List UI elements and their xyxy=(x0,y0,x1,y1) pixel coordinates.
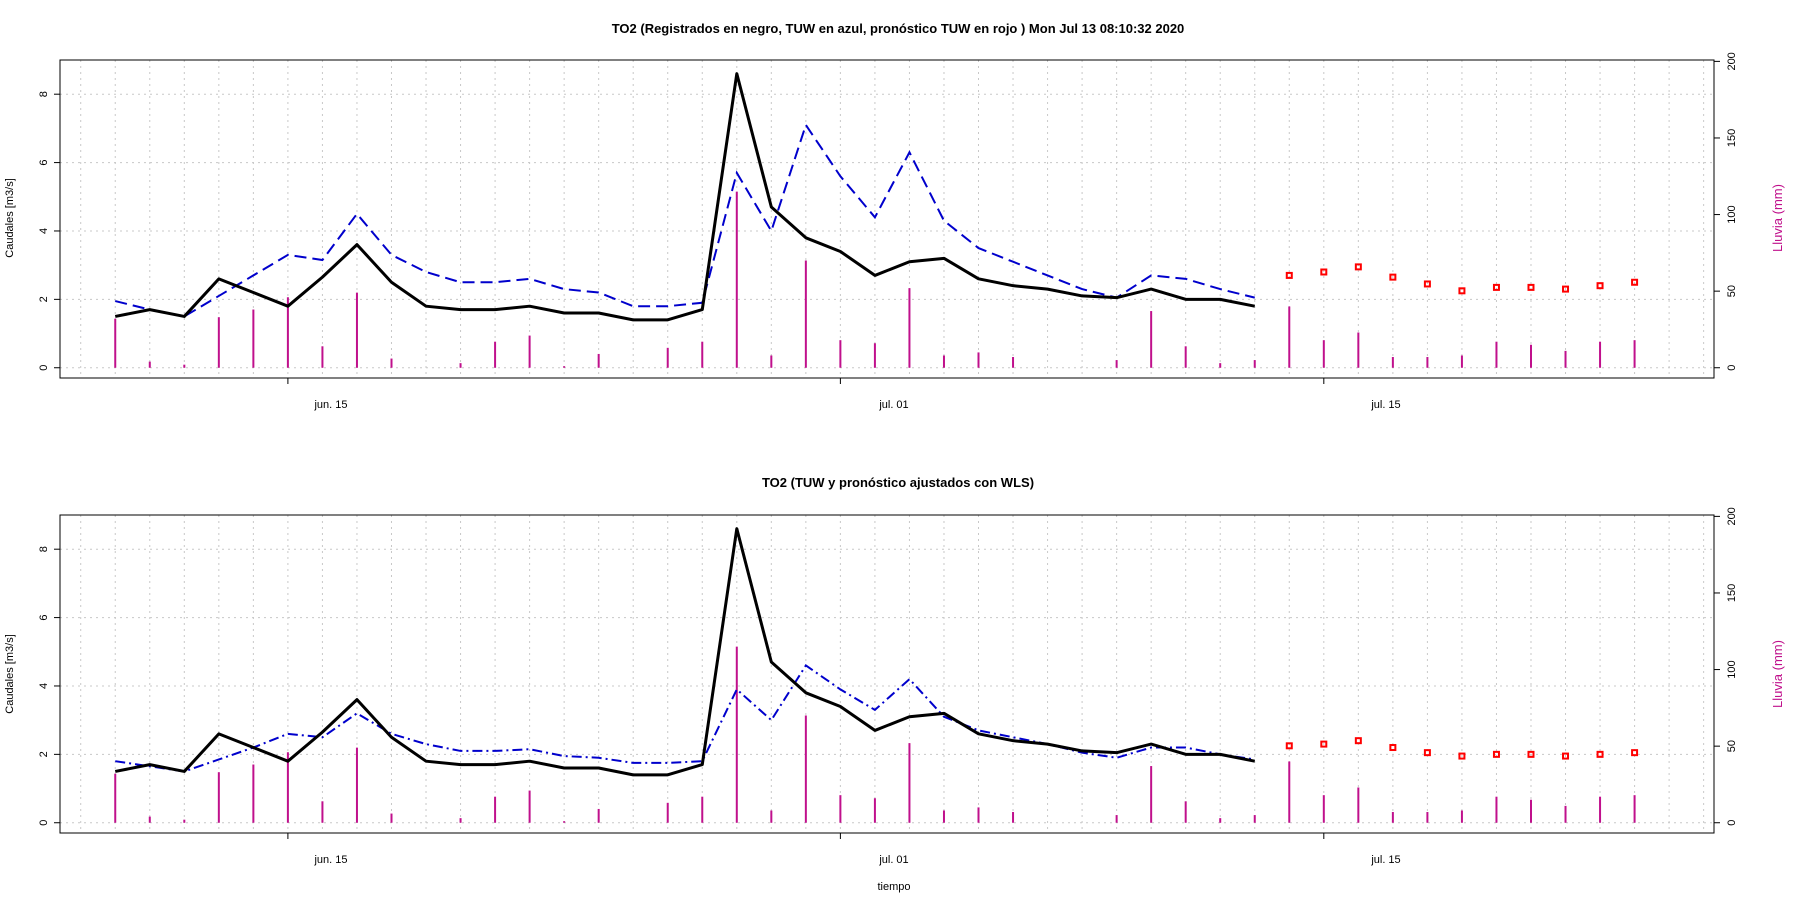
bottom-right-axis-label: Lluvia (mm) xyxy=(1770,640,1785,708)
bottom-chart-title: TO2 (TUW y pronóstico ajustados con WLS) xyxy=(762,475,1034,490)
top-x-tick-label: jul. 15 xyxy=(1370,399,1400,411)
y2-tick-label: 150 xyxy=(1726,584,1738,602)
forecast-point xyxy=(1527,283,1535,291)
y-tick-label: 0 xyxy=(38,365,50,371)
y2-tick-label: 200 xyxy=(1726,507,1738,525)
y2-tick-label: 200 xyxy=(1726,52,1738,70)
observed-series-line xyxy=(114,527,1256,777)
y-tick-label: 6 xyxy=(38,160,50,166)
y2-tick-label: 100 xyxy=(1726,660,1738,678)
forecast-point xyxy=(1458,287,1466,295)
bottom-chart-panel: TO2 (TUW y pronóstico ajustados con WLS)… xyxy=(4,475,1785,893)
bottom-x-tick-label: jul. 01 xyxy=(878,854,908,866)
simulated-series-line xyxy=(115,122,1255,318)
forecast-point xyxy=(1562,285,1570,293)
top-right-axis-label: Lluvia (mm) xyxy=(1770,184,1785,252)
y-tick-label: 2 xyxy=(38,296,50,302)
top-chart-title: TO2 (Registrados en negro, TUW en azul, … xyxy=(612,21,1185,36)
y-tick-label: 8 xyxy=(38,91,50,97)
y-tick-label: 8 xyxy=(38,546,50,552)
forecast-point xyxy=(1492,750,1500,758)
forecast-point xyxy=(1562,752,1570,760)
forecast-point xyxy=(1320,268,1328,276)
forecast-point xyxy=(1389,744,1397,752)
y-tick-label: 4 xyxy=(38,228,50,234)
forecast-point xyxy=(1631,278,1639,286)
top-x-tick-label: jun. 15 xyxy=(313,399,347,411)
top-chart-panel: TO2 (Registrados en negro, TUW en azul, … xyxy=(4,21,1785,411)
y2-tick-label: 100 xyxy=(1726,205,1738,223)
forecast-point xyxy=(1285,742,1293,750)
top-left-axis-label: Caudales [m3/s] xyxy=(4,178,16,257)
forecast-point xyxy=(1320,740,1328,748)
forecast-point xyxy=(1596,750,1604,758)
plot-frame xyxy=(59,59,1715,379)
forecast-point xyxy=(1285,271,1293,279)
forecast-point xyxy=(1596,282,1604,290)
grid xyxy=(60,60,1714,378)
y2-tick-label: 0 xyxy=(1726,820,1738,826)
forecast-point xyxy=(1458,752,1466,760)
y2-tick-label: 50 xyxy=(1726,285,1738,297)
forecast-point xyxy=(1527,750,1535,758)
forecast-point xyxy=(1354,263,1362,271)
bottom-x-tick-label: jul. 15 xyxy=(1370,854,1400,866)
top-x-tick-label: jul. 01 xyxy=(878,399,908,411)
observed-series-line xyxy=(114,72,1256,322)
forecast-point xyxy=(1631,749,1639,757)
forecast-point xyxy=(1389,273,1397,281)
y2-tick-label: 50 xyxy=(1726,740,1738,752)
y-tick-label: 4 xyxy=(38,683,50,689)
bottom-left-axis-label: Caudales [m3/s] xyxy=(4,634,16,713)
y2-tick-label: 150 xyxy=(1726,129,1738,147)
forecast-point xyxy=(1492,283,1500,291)
forecast-point xyxy=(1354,737,1362,745)
x-axis-label: tiempo xyxy=(877,881,910,893)
y-tick-label: 2 xyxy=(38,751,50,757)
y2-tick-label: 0 xyxy=(1726,365,1738,371)
y-tick-label: 6 xyxy=(38,615,50,621)
y-tick-label: 0 xyxy=(38,820,50,826)
plot-frame xyxy=(59,514,1715,834)
forecast-point xyxy=(1423,749,1431,757)
forecast-point xyxy=(1423,280,1431,288)
bottom-x-tick-label: jun. 15 xyxy=(313,854,347,866)
